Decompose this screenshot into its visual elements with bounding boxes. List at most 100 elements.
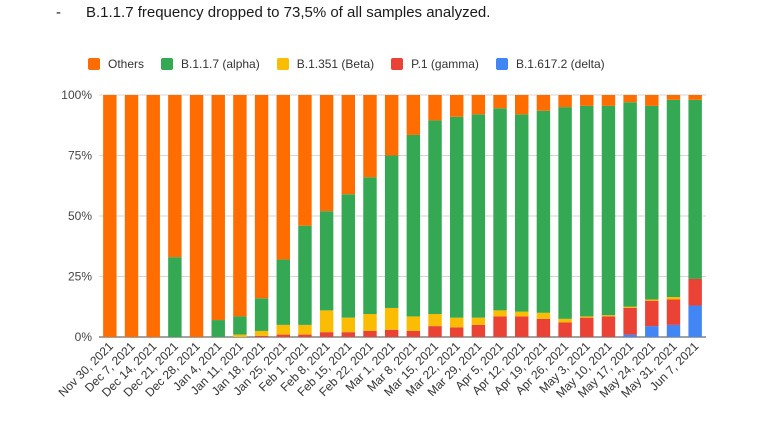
bar-others — [124, 95, 139, 337]
bar-others — [211, 95, 225, 321]
bar-p-1-gamma — [254, 335, 269, 337]
bar-b-1-351-beta — [319, 310, 334, 333]
bar-p-1-gamma — [428, 326, 442, 337]
bar-b-1-351-beta — [406, 316, 421, 331]
bar-others — [623, 95, 637, 103]
bullet-marker: - — [56, 4, 61, 21]
bar-others — [384, 95, 399, 156]
bar-p-1-gamma — [666, 299, 681, 325]
legend-item-p-1-gamma: P.1 (gamma) — [391, 57, 479, 71]
legend-swatch — [391, 58, 404, 70]
bar-p-1-gamma — [449, 327, 464, 337]
bar-b-1-1-7-alpha — [601, 105, 616, 316]
bar-p-1-gamma — [558, 322, 572, 337]
bar-p-1-gamma — [471, 324, 486, 337]
bar-others — [428, 95, 442, 121]
bar-b-1-1-7-alpha — [319, 211, 334, 311]
bar-b-1-617-2-delta — [623, 334, 637, 337]
bar-others — [363, 95, 377, 178]
bar-b-1-351-beta — [254, 330, 269, 336]
bar-b-1-1-7-alpha — [384, 155, 399, 308]
y-tick-label: 25% — [68, 270, 92, 284]
bar-b-1-1-7-alpha — [645, 105, 659, 300]
bar-b-1-351-beta — [645, 299, 659, 301]
bar-b-1-351-beta — [276, 324, 290, 335]
bar-b-1-1-7-alpha — [580, 105, 594, 317]
bar-p-1-gamma — [341, 332, 356, 337]
bar-p-1-gamma — [536, 318, 551, 337]
bar-b-1-351-beta — [666, 297, 681, 300]
bar-b-1-351-beta — [493, 310, 507, 317]
bar-others — [666, 95, 681, 100]
bar-others — [645, 95, 659, 106]
bar-others — [406, 95, 421, 135]
legend-item-b-1-1-7-alpha: B.1.1.7 (alpha) — [161, 57, 260, 71]
legend-item-b-1-617-2-delta: B.1.617.2 (delta) — [495, 57, 605, 71]
legend-swatch — [161, 58, 174, 70]
bar-p-1-gamma — [645, 300, 659, 327]
y-axis: 0% 25% 50% 75% 100% — [61, 88, 92, 344]
legend-swatch — [276, 58, 289, 70]
bar-p-1-gamma — [319, 332, 334, 337]
bar-others — [103, 95, 117, 337]
bar-others — [168, 95, 182, 258]
bar-others — [471, 95, 486, 115]
legend-item-b-1-351-beta: B.1.351 (Beta) — [276, 57, 375, 71]
legend-swatch — [495, 58, 508, 70]
y-tick-label: 75% — [68, 149, 92, 163]
legend-label: B.1.351 (Beta) — [296, 57, 375, 71]
bar-b-1-1-7-alpha — [471, 114, 486, 318]
bar-b-1-351-beta — [341, 317, 356, 333]
bar-others — [254, 95, 269, 299]
bar-others — [233, 95, 247, 317]
bar-others — [298, 95, 312, 226]
y-tick-label: 50% — [68, 209, 92, 223]
bar-b-1-351-beta — [623, 306, 637, 308]
bar-b-1-351-beta — [580, 316, 594, 318]
bar-p-1-gamma — [298, 334, 312, 337]
bar-others — [276, 95, 290, 260]
bar-p-1-gamma — [623, 307, 637, 335]
bar-b-1-351-beta — [449, 317, 464, 328]
bar-b-1-351-beta — [363, 314, 377, 331]
bar-others — [558, 95, 572, 108]
bar-b-1-351-beta — [384, 307, 399, 330]
bar-others — [341, 95, 356, 195]
bar-b-1-1-7-alpha — [536, 110, 551, 313]
bar-b-1-1-7-alpha — [211, 320, 225, 337]
y-tick-label: 0% — [75, 330, 93, 344]
bar-b-1-1-7-alpha — [276, 259, 290, 325]
legend-label: P.1 (gamma) — [411, 57, 479, 71]
bar-others — [580, 95, 594, 106]
bar-b-1-351-beta — [471, 317, 486, 325]
bar-others — [189, 95, 204, 337]
bar-b-1-1-7-alpha — [168, 257, 182, 337]
bar-p-1-gamma — [384, 329, 399, 337]
bar-others — [515, 95, 529, 115]
bar-b-1-1-7-alpha — [688, 99, 702, 279]
bar-b-1-1-7-alpha — [558, 107, 572, 319]
bar-p-1-gamma — [601, 316, 616, 337]
bar-b-1-351-beta — [298, 324, 312, 335]
bar-b-1-617-2-delta — [666, 324, 681, 337]
legend-label: Others — [108, 57, 145, 71]
bar-b-1-1-7-alpha — [449, 116, 464, 318]
bar-p-1-gamma — [688, 278, 702, 306]
bar-b-1-1-7-alpha — [493, 108, 507, 311]
bar-others — [449, 95, 464, 117]
bar-b-1-351-beta — [515, 311, 529, 317]
bar-others — [493, 95, 507, 109]
legend-label: B.1.1.7 (alpha) — [181, 57, 260, 71]
bar-b-1-351-beta — [558, 318, 572, 323]
bar-b-1-351-beta — [428, 314, 442, 327]
bar-p-1-gamma — [363, 330, 377, 337]
bar-b-1-1-7-alpha — [666, 99, 681, 298]
bar-b-1-1-7-alpha — [233, 316, 247, 335]
bar-p-1-gamma — [493, 316, 507, 337]
bar-others — [688, 95, 702, 100]
y-tick-label: 100% — [61, 88, 92, 102]
summary-text: B.1.1.7 frequency dropped to 73,5% of al… — [86, 4, 491, 21]
bar-b-1-1-7-alpha — [298, 225, 312, 325]
bar-p-1-gamma — [580, 317, 594, 337]
bar-b-1-1-7-alpha — [363, 177, 377, 315]
